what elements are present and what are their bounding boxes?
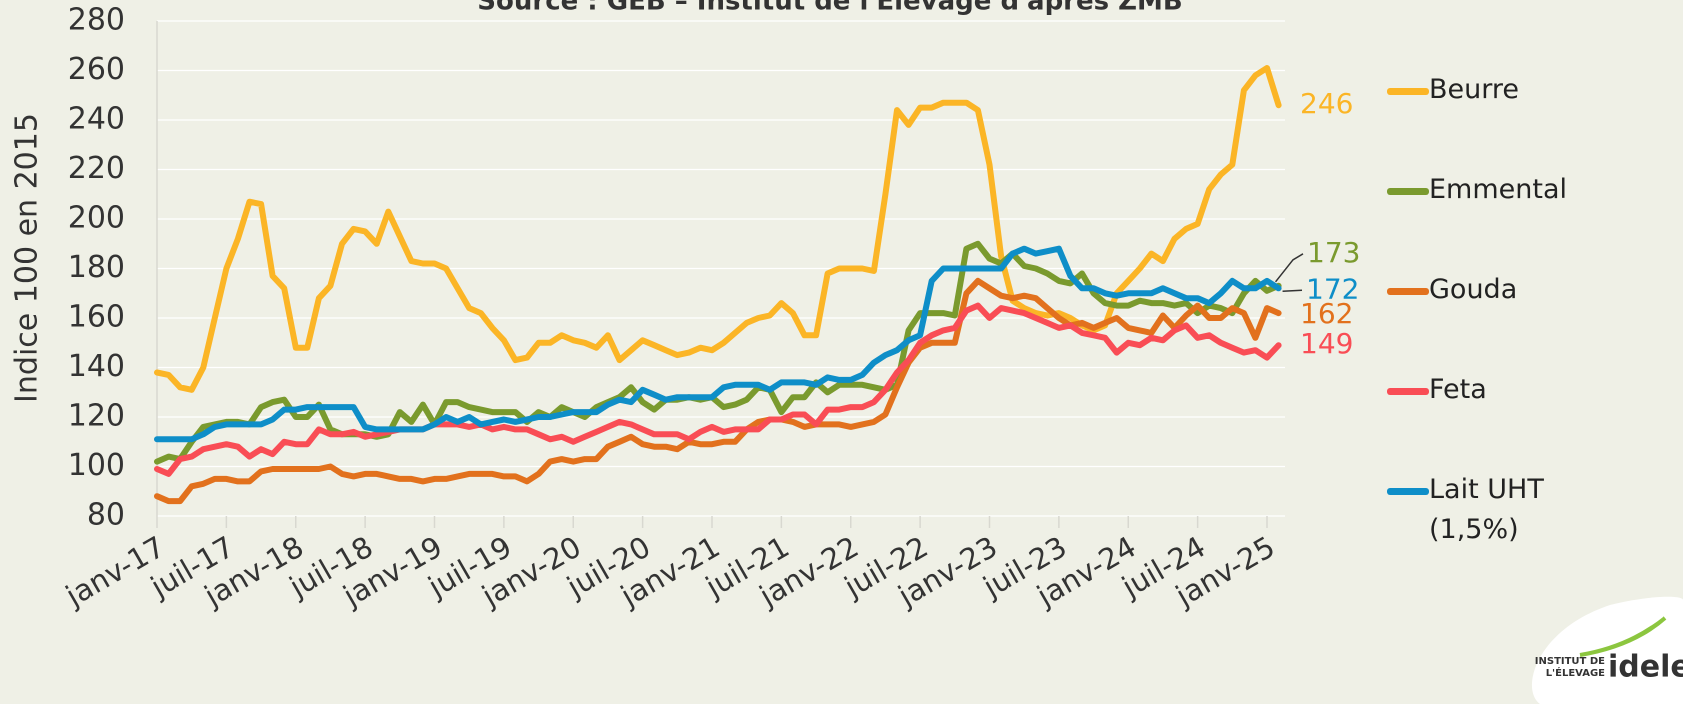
leader-line (1274, 253, 1304, 283)
legend-label: Feta (1429, 374, 1487, 405)
legend-label: Lait UHT (1,5%) (1429, 474, 1544, 545)
legend-item: Feta (1387, 370, 1569, 410)
y-axis-label: Indice 100 en 2015 (10, 113, 45, 403)
y-tick-label: 120 (68, 399, 125, 434)
legend-swatch (1387, 288, 1429, 295)
y-tick-label: 80 (87, 498, 125, 533)
legend-label: Beurre (1429, 74, 1519, 105)
legend-swatch (1387, 388, 1429, 395)
series-line (154, 277, 1282, 505)
y-tick-label: 160 (68, 300, 125, 335)
y-tick-label: 260 (68, 52, 125, 87)
legend-swatch (1387, 188, 1429, 195)
end-label: 246 (1300, 87, 1353, 120)
y-tick-label: 200 (68, 201, 125, 236)
logo-brand: idele (1608, 650, 1683, 685)
chart-subtitle: Source : GEB – Institut de l'Elevage d'a… (477, 0, 1182, 17)
logo-text: L'ÉLEVAGE (1546, 666, 1605, 679)
end-label: 173 (1307, 236, 1360, 269)
y-tick-label: 100 (68, 448, 125, 483)
legend-item: Gouda (1387, 270, 1569, 310)
legend-label: Gouda (1429, 274, 1518, 305)
legend-item: Emmental (1387, 170, 1569, 210)
y-tick-label: 240 (68, 102, 125, 137)
series-line (154, 245, 1282, 443)
legend-item: Beurre (1387, 70, 1569, 110)
end-label: 162 (1300, 297, 1353, 330)
legend-label: Emmental (1429, 174, 1568, 205)
logo-text: INSTITUT DE (1535, 656, 1605, 667)
series-line (154, 302, 1282, 477)
y-tick-label: 180 (68, 250, 125, 285)
legend-swatch (1387, 88, 1429, 95)
leader-line (1282, 289, 1303, 293)
y-tick-label: 220 (68, 151, 125, 186)
legend-item: Lait UHT (1,5%) (1387, 470, 1569, 550)
logo-swoosh (1579, 616, 1667, 657)
logo: INSTITUT DE L'ÉLEVAGE idele (1531, 596, 1683, 704)
end-label: 172 (1306, 272, 1359, 305)
y-tick-label: 140 (68, 349, 125, 384)
end-label: 149 (1300, 327, 1353, 360)
legend-swatch (1387, 488, 1429, 495)
y-tick-label: 280 (68, 3, 125, 38)
